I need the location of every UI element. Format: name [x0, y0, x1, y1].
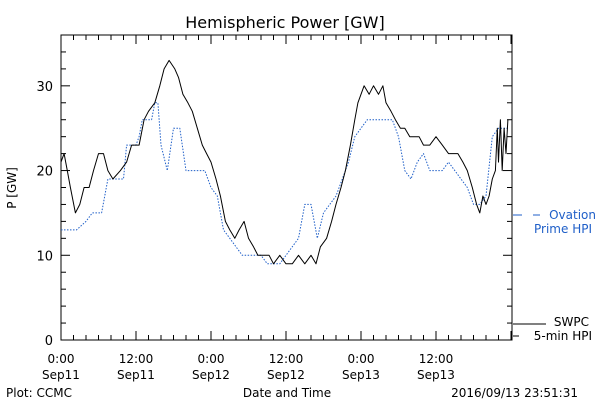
x-tick-date-1: Sep11: [117, 368, 155, 382]
chart-title: Hemispheric Power [GW]: [185, 13, 384, 32]
x-tick-date-4: Sep13: [342, 368, 380, 382]
x-tick-time-0: 0:00: [48, 352, 75, 366]
x-axis-label: Date and Time: [243, 386, 331, 400]
legend-ovation-label-1: Ovation: [549, 208, 596, 222]
legend-swpc-label-2: 5-min HPI: [534, 329, 592, 343]
legend-ovation-label-2: Prime HPI: [534, 222, 592, 236]
series-ovation-prime-hpi: [61, 102, 508, 265]
x-tick-time-1: 12:00: [119, 352, 154, 366]
x-tick-time-2: 0:00: [198, 352, 225, 366]
x-tick-time-3: 12:00: [269, 352, 304, 366]
y-tick-label-20: 20: [36, 165, 53, 180]
x-tick-date-3: Sep12: [267, 368, 305, 382]
x-tick-time-4: 0:00: [348, 352, 375, 366]
x-tick-date-2: Sep12: [192, 368, 230, 382]
series-swpc-5-min-hpi: [60, 59, 509, 265]
x-tick-date-5: Sep13: [417, 368, 455, 382]
series-layer: [60, 59, 509, 265]
y-axis-label: P [GW]: [5, 167, 19, 209]
y-tick-label-30: 30: [36, 80, 53, 95]
footer-credit: Plot: CCMC: [6, 386, 72, 400]
y-tick-label-10: 10: [36, 249, 53, 264]
axes: 0 10 20 30 0:00 Sep11 12:00 Sep11 0:00 Sep12 12:00…: [36, 34, 512, 382]
x-tick-time-5: 12:00: [419, 352, 454, 366]
footer-timestamp: 2016/09/13 23:51:31: [451, 386, 578, 400]
x-tick-date-0: Sep11: [42, 368, 80, 382]
legend-swpc-label-1: SWPC: [554, 315, 589, 329]
plot-frame: [60, 34, 513, 341]
y-tick-label-0: 0: [45, 334, 53, 349]
